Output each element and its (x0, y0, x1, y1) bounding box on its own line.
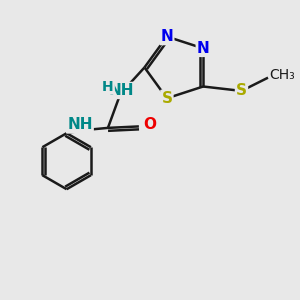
Text: NH: NH (67, 117, 93, 132)
Text: S: S (161, 91, 172, 106)
Text: CH₃: CH₃ (269, 68, 295, 82)
Text: H: H (102, 80, 114, 94)
Text: O: O (144, 117, 157, 132)
Text: NH: NH (109, 83, 134, 98)
Text: N: N (197, 41, 209, 56)
Text: N: N (160, 29, 173, 44)
Text: S: S (236, 83, 247, 98)
